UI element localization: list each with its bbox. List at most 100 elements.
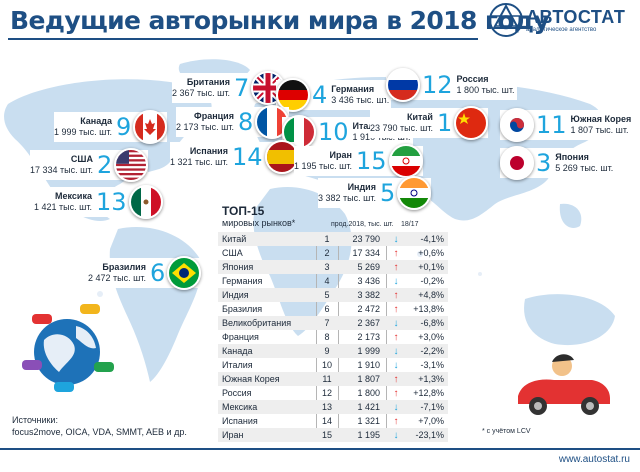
country-cell: Канада [222, 346, 253, 356]
rank-number: 14 [231, 143, 263, 171]
country-cell: Мексика [222, 402, 258, 412]
arrow-up-icon: ↑ [393, 415, 399, 427]
table-row: Иран 15 1 195 ↓ -23,1% [218, 428, 448, 442]
column-header-sales: прод.2018, тыс. шт. [331, 221, 394, 228]
column-header-change: 18/17 [401, 221, 419, 228]
table-row: США 2 17 334 ↑ +0,6% [218, 246, 448, 260]
change-cell: +13,8% [413, 304, 444, 314]
brazil-flag-icon [167, 256, 202, 290]
country-cell: Индия [222, 290, 249, 300]
footer-bar: www.autostat.ru [0, 448, 640, 472]
rank-cell: 13 [321, 402, 332, 412]
title-rule [8, 38, 478, 40]
rank-number: 3 [536, 149, 552, 177]
country-cell: Япония [222, 262, 254, 272]
callout-spain: Испания 1 321 тыс. шт. 14 [170, 140, 299, 174]
arrow-down-icon: ↓ [393, 345, 399, 357]
rank-number: 4 [312, 81, 328, 109]
rank-number: 5 [379, 179, 396, 207]
rank-cell: 5 [324, 290, 330, 300]
arrow-down-icon: ↓ [393, 359, 399, 371]
canada-flag-icon [133, 110, 168, 144]
country-cell: Бразилия [222, 304, 263, 314]
change-cell: +3,0% [418, 332, 444, 342]
arrow-down-icon: ↓ [393, 429, 399, 441]
change-cell: -6,8% [420, 318, 444, 328]
sales-cell: 17 334 [352, 248, 380, 258]
rank-number: 7 [233, 74, 250, 102]
change-cell: +0,6% [418, 248, 444, 258]
logo-name: АВТОСТАТ [526, 7, 626, 27]
iran-flag-icon [388, 144, 423, 178]
change-cell: +4,8% [418, 290, 444, 300]
table-row: Канада 9 1 999 ↓ -2,2% [218, 344, 448, 358]
table-divider [386, 232, 387, 442]
sales-cell: 1 421 [357, 402, 380, 412]
change-cell: +1,3% [418, 374, 444, 384]
table-row: Индия 5 3 382 ↑ +4,8% [218, 288, 448, 302]
rank-cell: 7 [324, 318, 330, 328]
table-row: Великобритания 7 2 367 ↓ -6,8% [218, 316, 448, 330]
arrow-up-icon: ↑ [393, 331, 399, 343]
change-cell: +0,1% [418, 262, 444, 272]
sales-cell: 1 321 [357, 416, 380, 426]
sales-cell: 1 800 [357, 388, 380, 398]
rank-number: 12 [422, 71, 453, 99]
rank-number: 15 [355, 147, 387, 175]
callout-france: Франция 2 173 тыс. шт. 8 [176, 105, 290, 139]
rank-number: 11 [536, 111, 567, 139]
arrow-up-icon: ↑ [393, 303, 399, 315]
rank-number: 6 [149, 259, 166, 287]
sales-cell: 5 269 [357, 262, 380, 272]
usa-flag-icon [114, 148, 149, 182]
rank-cell: 10 [321, 360, 332, 370]
page-title: Ведущие авторынки мира в 2018 году [10, 6, 550, 35]
sales-cell: 23 790 [352, 234, 380, 244]
table-row: Южная Корея 11 1 807 ↑ +1,3% [218, 372, 448, 386]
globe-with-cars-icon [22, 304, 114, 392]
country-cell: Россия [222, 388, 252, 398]
site-link[interactable]: www.autostat.ru [558, 454, 630, 465]
table-row: Япония 3 5 269 ↑ +0,1% [218, 260, 448, 274]
rank-cell: 14 [321, 416, 332, 426]
red-car-driver-icon [518, 354, 610, 415]
arrow-down-icon: ↓ [393, 275, 399, 287]
arrow-up-icon: ↑ [393, 289, 399, 301]
callout-india: Индия 3 382 тыс. шт. 5 [318, 176, 432, 210]
spain-flag-icon [264, 140, 299, 174]
callout-japan: Япония 5 269 тыс. шт. 3 [500, 146, 616, 180]
change-cell: -0,2% [420, 276, 444, 286]
rank-cell: 8 [324, 332, 330, 342]
arrow-down-icon: ↓ [393, 233, 399, 245]
country-cell: Китай [222, 234, 247, 244]
sources: Источники: focus2move, OICA, VDA, SMMT, … [12, 414, 187, 438]
table-row: Германия 4 3 436 ↓ -0,2% [218, 274, 448, 288]
rank-cell: 4 [324, 276, 330, 286]
table-row: Китай 1 23 790 ↓ -4,1% [218, 232, 448, 246]
sales-cell: 3 382 [357, 290, 380, 300]
arrow-up-icon: ↑ [393, 247, 399, 259]
rank-cell: 1 [324, 234, 330, 244]
change-cell: -4,1% [420, 234, 444, 244]
callout-usa: США 17 334 тыс. шт. 2 [30, 148, 149, 182]
table-row: Россия 12 1 800 ↑ +12,8% [218, 386, 448, 400]
change-cell: +12,8% [413, 388, 444, 398]
logo-tagline: аналитическое агентство [526, 27, 597, 33]
china-flag-icon [454, 106, 489, 140]
country-cell: Испания [222, 416, 258, 426]
table-row: Испания 14 1 321 ↑ +7,0% [218, 414, 448, 428]
callout-south-korea: Южная Корея 1 807 тыс. шт. 11 [500, 108, 634, 142]
sales-cell: 2 472 [357, 304, 380, 314]
country-cell: США [222, 248, 243, 258]
arrow-down-icon: ↓ [393, 401, 399, 413]
rank-number: 9 [115, 113, 132, 141]
rank-cell: 9 [324, 346, 330, 356]
change-cell: -3,1% [420, 360, 444, 370]
table-divider [316, 232, 317, 442]
rank-number: 2 [96, 151, 113, 179]
callout-mexico: Мексика 1 421 тыс. шт. 13 [34, 185, 163, 219]
sources-label: Источники: [12, 415, 58, 425]
change-cell: +7,0% [418, 416, 444, 426]
russia-flag-icon [386, 68, 420, 102]
country-cell: Италия [222, 360, 253, 370]
